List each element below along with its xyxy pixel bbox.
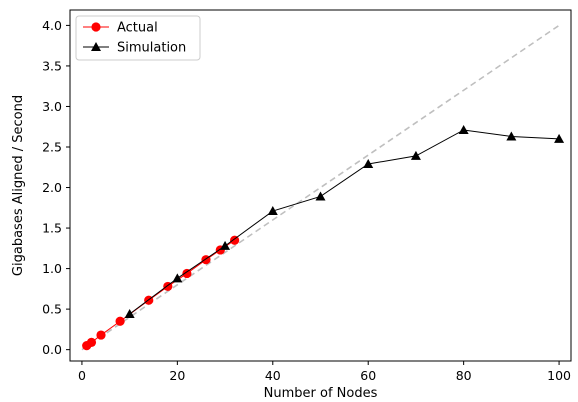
- x-tick-label: 80: [456, 368, 472, 383]
- y-tick-label: 1.0: [42, 261, 62, 276]
- data-point-simulation: [363, 159, 374, 169]
- x-axis-label: Number of Nodes: [264, 386, 378, 401]
- x-tick-label: 60: [360, 368, 376, 383]
- reference-layer: [81, 24, 560, 351]
- data-point-simulation: [506, 131, 517, 141]
- data-point-simulation: [124, 308, 135, 318]
- data-point-simulation: [220, 240, 231, 250]
- legend-label-simulation: Simulation: [117, 41, 186, 56]
- series-line-simulation: [129, 129, 560, 315]
- data-point-simulation: [267, 206, 278, 216]
- data-point-simulation: [458, 124, 469, 134]
- data-point-simulation: [410, 150, 421, 160]
- x-tick-label: 40: [265, 368, 281, 383]
- y-tick-label: 2.5: [42, 139, 62, 154]
- y-tick-label: 3.5: [42, 58, 62, 73]
- y-axis-label: Gigabases Aligned / Second: [11, 95, 26, 276]
- x-tick-label: 0: [78, 368, 86, 383]
- y-tick-label: 3.0: [42, 99, 62, 114]
- data-point-actual: [86, 337, 97, 347]
- x-tick-label: 100: [547, 368, 571, 383]
- x-axis-ticks: 0 20 40 60 80 100: [78, 361, 571, 383]
- legend-marker-simulation: [91, 42, 101, 51]
- data-point-actual: [230, 235, 240, 245]
- y-tick-label: 1.5: [42, 221, 62, 236]
- reference-line: [81, 24, 560, 351]
- y-axis-ticks: 0.0 0.5 1.0 1.5 2.0 2.5 3.0 3.5 4.0: [42, 18, 70, 357]
- data-point-simulation: [554, 133, 565, 143]
- legend-label-actual: Actual: [117, 21, 158, 36]
- data-point-simulation: [172, 273, 183, 283]
- legend: Actual Simulation: [75, 15, 201, 61]
- y-tick-label: 0.5: [42, 302, 62, 317]
- series-line-actual: [86, 239, 235, 347]
- y-tick-label: 0.0: [42, 342, 62, 357]
- data-point-actual: [115, 316, 125, 326]
- x-tick-label: 20: [169, 368, 185, 383]
- data-point-simulation: [315, 191, 326, 201]
- legend-marker-actual: [91, 22, 101, 32]
- series-layer: [82, 124, 565, 351]
- y-tick-label: 4.0: [42, 18, 62, 33]
- data-point-actual: [96, 330, 106, 340]
- y-tick-label: 2.0: [42, 180, 62, 195]
- plot-frame: [69, 9, 572, 362]
- data-point-actual: [182, 268, 192, 279]
